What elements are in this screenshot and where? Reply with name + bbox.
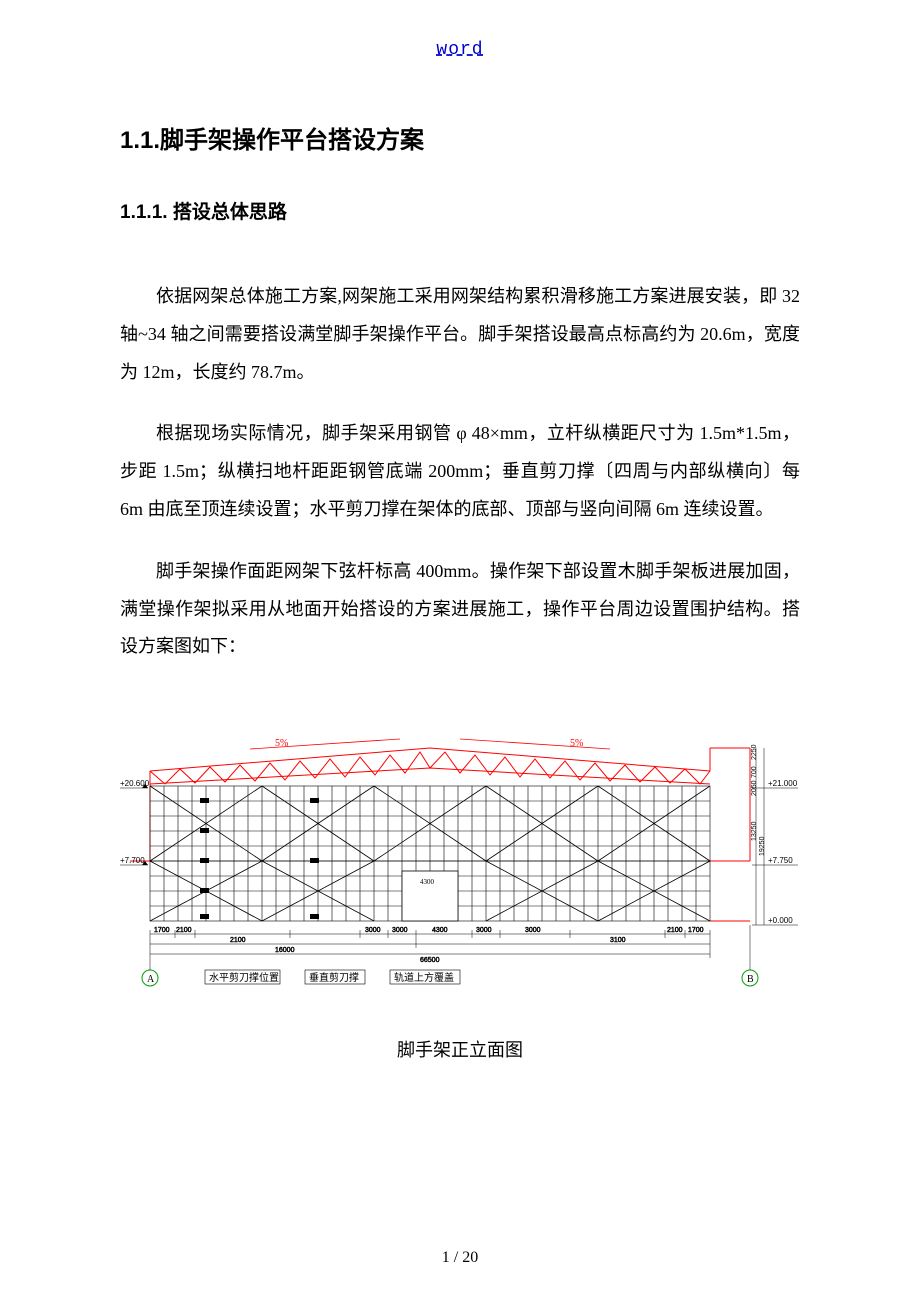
bottom-dims: 1700 2100 2100 3000 3000 4300 3000 3000 … <box>150 927 710 964</box>
elevation-diagram: 5% 5% <box>120 716 800 996</box>
bdim-0: 1700 <box>154 927 170 934</box>
diagram-container: 5% 5% <box>120 716 800 996</box>
elev-r2: +7.750 <box>768 856 793 865</box>
right-dim-chain: 2250 700 2050 19250 13250 <box>751 744 766 925</box>
vdim-3: 2050 <box>751 780 758 796</box>
legend-1: 垂直剪刀撑 <box>309 971 359 984</box>
legend-2: 轨道上方覆盖 <box>394 971 454 984</box>
vdim-5: 13250 <box>751 822 758 842</box>
axis-a: A <box>147 974 155 985</box>
heading-1: 1.1.脚手架操作平台搭设方案 <box>120 120 800 155</box>
bdim-6: 3000 <box>476 927 492 934</box>
elev-l2: +7.700 <box>120 856 145 865</box>
elev-r1: +21.000 <box>768 779 798 788</box>
open-dim: 4300 <box>420 878 435 886</box>
header-link[interactable]: word <box>120 40 800 60</box>
bdim-5: 4300 <box>432 927 448 934</box>
bdim-10: 1700 <box>688 927 704 934</box>
paragraph-3: 脚手架操作面距网架下弦杆标高 400mm。操作架下部设置木脚手架板进展加固，满堂… <box>120 553 800 666</box>
vdim-2: 700 <box>751 766 758 778</box>
left-elevations: +20.600 +7.700 <box>120 779 150 865</box>
legend-0: 水平剪刀撑位置 <box>209 971 279 984</box>
bdim-3: 3000 <box>365 927 381 934</box>
bdim-7: 3000 <box>525 927 541 934</box>
page-number: 1 / 20 <box>0 1249 920 1267</box>
bspan-0: 16000 <box>275 947 295 954</box>
heading-2: 1.1.1. 搭设总体思路 <box>120 197 800 224</box>
bdim-9: 2100 <box>667 927 683 934</box>
bspan-1: 66500 <box>420 957 440 964</box>
vdim-4: 19250 <box>759 837 766 857</box>
vdim-1: 2250 <box>751 744 758 760</box>
axis-b: B <box>747 974 754 985</box>
bdim-8: 3100 <box>610 937 626 944</box>
paragraph-2: 根据现场实际情况，脚手架采用钢管 φ 48×mm，立杆纵横距尺寸为 1.5m*1… <box>120 415 800 528</box>
paragraph-1: 依据网架总体施工方案,网架施工采用网架结构累积滑移施工方案进展安装，即 32 轴… <box>120 278 800 391</box>
bdim-4: 3000 <box>392 927 408 934</box>
bdim-2: 2100 <box>230 937 246 944</box>
diagram-caption: 脚手架正立面图 <box>120 1036 800 1062</box>
bdim-1: 2100 <box>176 927 192 934</box>
elev-r3: +0.000 <box>768 916 793 925</box>
diagram-legend: 水平剪刀撑位置 垂直剪刀撑 轨道上方覆盖 <box>205 970 460 984</box>
